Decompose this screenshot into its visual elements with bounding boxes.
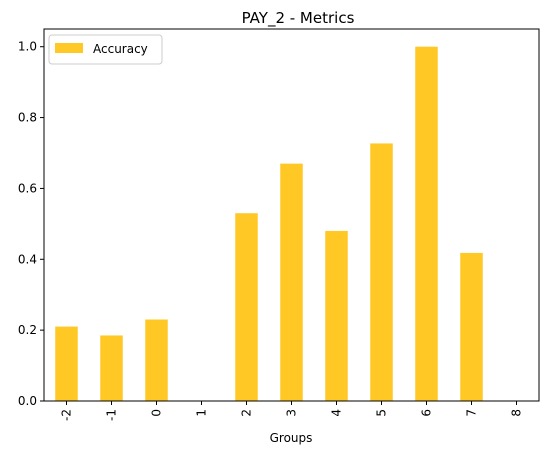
x-tick-label: 0 [150, 409, 164, 417]
x-axis: -2 -1 0 1 2 3 4 5 6 7 8 [60, 401, 524, 421]
bars [55, 46, 483, 402]
y-tick-label: 0.8 [18, 111, 37, 125]
y-tick-label: 0.2 [18, 323, 37, 337]
legend-label: Accuracy [93, 42, 148, 56]
x-tick-label: 4 [330, 409, 344, 417]
bar-accuracy-4 [325, 230, 348, 401]
legend-box [48, 34, 163, 65]
x-tick-label: 5 [375, 409, 389, 417]
x-axis-label: Groups [270, 431, 313, 445]
x-tick-label: 6 [420, 409, 434, 417]
bar-accuracy--2 [55, 326, 78, 401]
bar-accuracy--1 [100, 335, 123, 401]
plot-frame [43, 28, 540, 402]
y-tick-label: 0.4 [18, 252, 37, 266]
legend-swatch [55, 43, 83, 53]
x-tick-label: 8 [510, 409, 524, 417]
bar-accuracy-3 [280, 163, 303, 401]
bar-accuracy-6 [415, 46, 438, 401]
x-tick-label: 2 [240, 409, 254, 417]
y-axis: 0.0 0.2 0.4 0.6 0.8 1.0 [18, 40, 44, 408]
y-tick-label: 1.0 [18, 40, 37, 54]
bar-accuracy-2 [235, 213, 258, 401]
x-tick-label: 3 [285, 409, 299, 417]
bar-accuracy-5 [370, 143, 393, 402]
y-tick-label: 0.6 [18, 181, 37, 195]
chart-title: PAY_2 - Metrics [242, 9, 355, 28]
x-tick-label: -1 [105, 409, 119, 421]
y-tick-label: 0.0 [18, 394, 37, 408]
bar-accuracy-0 [145, 319, 168, 401]
x-tick-label: -2 [60, 409, 74, 421]
legend: Accuracy [48, 34, 163, 65]
x-tick-label: 1 [195, 409, 209, 417]
x-tick-label: 7 [465, 409, 479, 417]
bar-accuracy-7 [460, 252, 483, 401]
